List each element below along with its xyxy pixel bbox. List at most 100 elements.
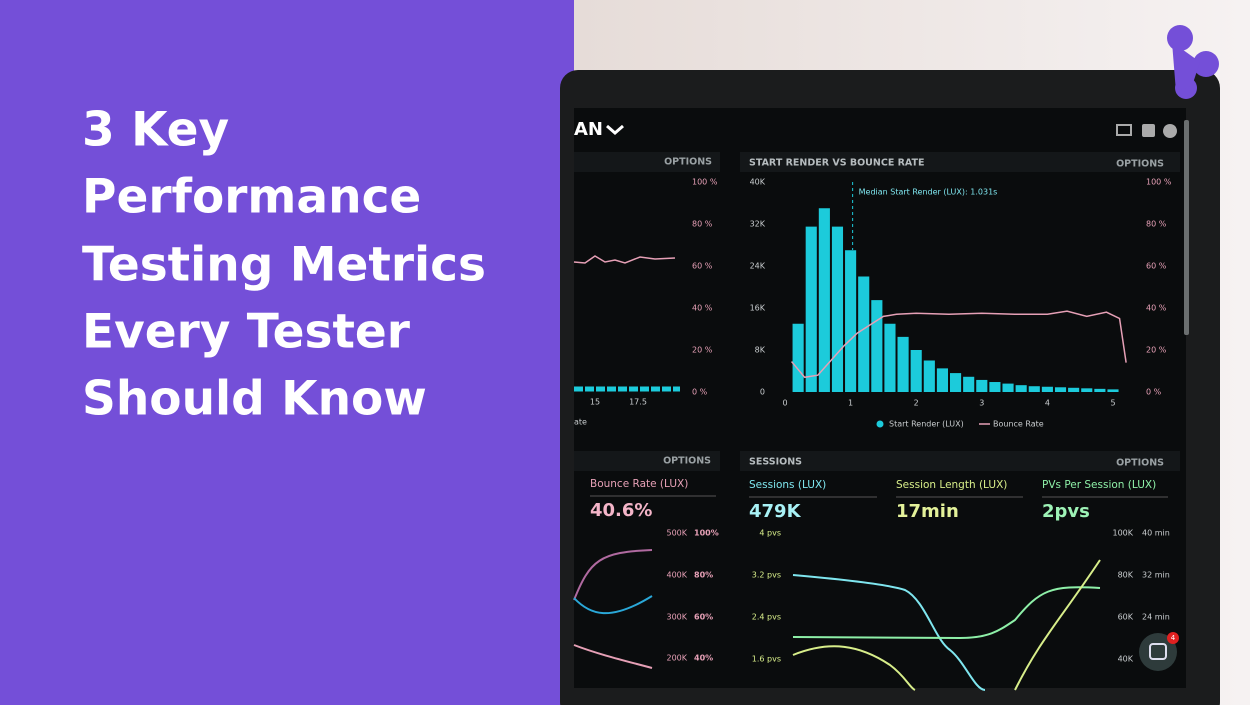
y-tick-label: 40 % (692, 304, 713, 313)
y-tick-label: 40 min (1142, 529, 1170, 538)
y2-tick-label: 0 % (1146, 388, 1162, 397)
bar (1028, 386, 1040, 392)
bar (818, 208, 830, 392)
bar (792, 323, 804, 392)
metric-label: PVs Per Session (LUX) (1042, 479, 1156, 491)
y2-tick-label: 60 % (1146, 262, 1167, 271)
y-tick-label: 200K (666, 654, 687, 663)
dropdown-chevron[interactable] (606, 124, 624, 135)
y-tick-label: 20 % (692, 346, 713, 355)
y-tick-label: 40K (750, 178, 766, 187)
headline: 3 Key Performance Testing Metrics Every … (82, 103, 486, 427)
decorative-line (573, 644, 653, 669)
decorative-line (573, 255, 676, 264)
y-tick-label: 100% (694, 529, 719, 538)
x-tick-label: 4 (1045, 399, 1050, 408)
y-tick-label: 500K (666, 529, 687, 538)
y-tick-label: 60% (694, 613, 713, 622)
y-tick-label: 100 % (692, 178, 718, 187)
chart-title: START RENDER VS BOUNCE RATE (749, 158, 925, 169)
options-button[interactable]: OPTIONS (663, 456, 711, 467)
metric-value: 479K (749, 501, 802, 522)
options-button[interactable]: OPTIONS (664, 157, 712, 168)
panel-header (740, 152, 1180, 172)
logo (1167, 25, 1219, 99)
x-tick-label: 17.5 (629, 398, 647, 407)
bar (845, 250, 857, 392)
y-tick-label: 1.6 pvs (752, 655, 781, 664)
legend-fragment: ate (574, 418, 587, 427)
options-button[interactable]: OPTIONS (1116, 458, 1164, 469)
metric-label: Session Length (LUX) (896, 479, 1007, 491)
x-tick-label: 15 (590, 398, 600, 407)
bar (910, 350, 922, 392)
y-tick-label: 0 (760, 388, 765, 397)
y2-tick-label: 80 % (1146, 220, 1167, 229)
options-button[interactable]: OPTIONS (1116, 159, 1164, 170)
bar (1107, 389, 1119, 392)
share-icon[interactable] (1142, 124, 1155, 137)
y-tick-label: 3.2 pvs (752, 571, 781, 580)
metric-value: 2pvs (1042, 501, 1090, 522)
legend-marker (876, 420, 884, 428)
monitor-icon[interactable] (1116, 124, 1132, 136)
panel-title: SESSIONS (749, 457, 802, 468)
bar (858, 276, 870, 392)
chat-badge (1167, 632, 1179, 644)
y-tick-label: 0 % (692, 388, 708, 397)
chat-icon (1149, 643, 1167, 660)
decorative-line (573, 595, 653, 615)
bar (963, 376, 975, 392)
metric-label: Sessions (LUX) (749, 479, 826, 491)
y2-tick-label: 20 % (1146, 346, 1167, 355)
y-tick-label: 24K (750, 262, 766, 271)
y-tick-label: 32K (750, 220, 766, 229)
x-tick-label: 5 (1110, 399, 1115, 408)
dashboard-header: AN (574, 119, 603, 140)
bar (976, 379, 988, 392)
bar (1002, 383, 1014, 392)
headline-line: Every Tester (82, 305, 411, 360)
legend-label: Start Render (LUX) (889, 420, 964, 429)
y-tick-label: 80% (694, 571, 713, 580)
y-tick-label: 60K (1118, 613, 1134, 622)
y-tick-label: 100K (1112, 529, 1133, 538)
panel-header (574, 451, 720, 471)
y-tick-label: 80K (1118, 571, 1134, 580)
y-tick-label: 4 pvs (759, 529, 781, 538)
bar (1068, 387, 1080, 392)
screen (574, 108, 1186, 688)
headline-line: Should Know (82, 372, 427, 427)
x-tick-label: 2 (914, 399, 919, 408)
x-tick-label: 1 (848, 399, 853, 408)
legend-label: Bounce Rate (993, 420, 1044, 429)
y2-tick-label: 40 % (1146, 304, 1167, 313)
scrollbar (1184, 120, 1189, 335)
bar (884, 323, 896, 392)
decorative-line (1014, 559, 1101, 691)
y2-tick-label: 100 % (1146, 178, 1172, 187)
headline-line: Performance (82, 170, 421, 225)
y-tick-label: 16K (750, 304, 766, 313)
bar (805, 226, 817, 392)
decorative-line (792, 574, 986, 691)
bar (1081, 388, 1093, 392)
metric-label: Bounce Rate (LUX) (590, 478, 688, 490)
help-icon[interactable] (1163, 124, 1177, 138)
chat-badge-count: 4 (1171, 634, 1176, 642)
decorative-line (792, 645, 916, 691)
bar (1094, 388, 1106, 392)
decorative-line (792, 586, 1101, 640)
y-tick-label: 300K (666, 613, 687, 622)
bar (950, 373, 962, 392)
purple-panel (0, 0, 574, 705)
y-tick-label: 2.4 pvs (752, 613, 781, 622)
bar (923, 360, 935, 392)
histogram: 0 8K 16K 24K 32K 40K 0 % 20 % 40 % 60 % 80 % 100 % 0… (750, 178, 1172, 429)
chat-button[interactable] (1139, 633, 1177, 671)
x-tick-label: 0 (782, 399, 787, 408)
y-tick-label: 40% (694, 654, 713, 663)
bar (1054, 387, 1067, 392)
bar (871, 300, 883, 392)
